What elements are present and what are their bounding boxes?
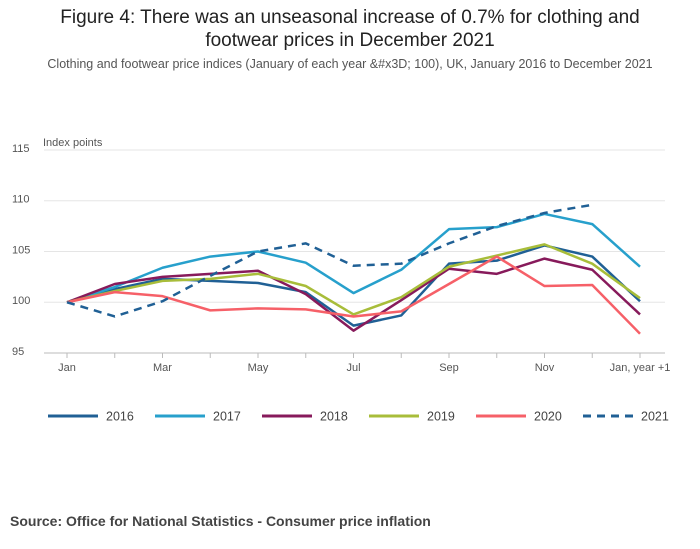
chart-title: Figure 4: There was an unseasonal increa…	[60, 7, 640, 51]
y-tick-label: 95	[12, 346, 24, 358]
legend-label: 2020	[534, 409, 562, 423]
source: Source: Office for National Statistics -…	[10, 513, 431, 529]
legend-label: 2016	[106, 409, 134, 423]
series-line	[66, 212, 641, 304]
legend-label: 2018	[320, 409, 348, 423]
series-line	[66, 243, 641, 316]
x-tick-label: Jan	[58, 362, 76, 374]
x-tick-label: Nov	[535, 362, 555, 374]
y-axis-label: Index points	[43, 137, 103, 149]
chart-subtitle: Clothing and footwear price indices (Jan…	[47, 57, 653, 71]
x-tick-label: Mar	[153, 362, 172, 374]
x-tick-label: May	[248, 362, 269, 374]
y-tick-label: 110	[12, 194, 30, 206]
x-tick-label: Jan, year +1	[610, 362, 671, 374]
legend-label: 2017	[213, 409, 241, 423]
y-tick-label: 105	[12, 244, 30, 256]
series-line	[66, 255, 641, 335]
series-line	[66, 203, 593, 318]
x-tick-label: Sep	[439, 362, 459, 374]
legend-label: 2021	[641, 409, 669, 423]
y-tick-label: 115	[12, 143, 30, 155]
series-line	[66, 257, 641, 332]
x-tick-label: Jul	[346, 362, 360, 374]
legend-label: 2019	[427, 409, 455, 423]
y-tick-label: 100	[12, 295, 30, 307]
